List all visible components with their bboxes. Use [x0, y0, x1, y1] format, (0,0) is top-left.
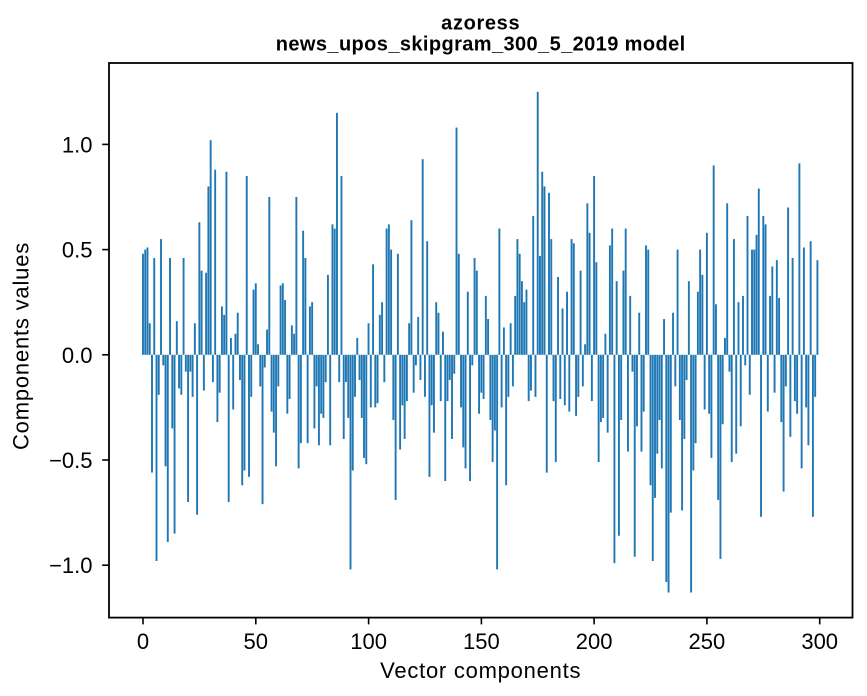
svg-text:300: 300 — [801, 629, 838, 654]
svg-text:0.0: 0.0 — [62, 343, 93, 368]
svg-text:100: 100 — [350, 629, 387, 654]
svg-text:news_upos_skipgram_300_5_2019: news_upos_skipgram_300_5_2019 model — [276, 34, 686, 56]
svg-text:0: 0 — [137, 629, 149, 654]
svg-text:0.5: 0.5 — [62, 238, 93, 263]
svg-text:1.0: 1.0 — [62, 132, 93, 157]
svg-text:250: 250 — [689, 629, 726, 654]
svg-text:Components values: Components values — [9, 242, 34, 450]
svg-text:azoress: azoress — [441, 13, 520, 35]
svg-text:50: 50 — [244, 629, 268, 654]
svg-text:Vector components: Vector components — [380, 658, 581, 683]
svg-text:−0.5: −0.5 — [49, 448, 92, 473]
svg-text:150: 150 — [463, 629, 500, 654]
svg-text:200: 200 — [576, 629, 613, 654]
svg-text:−1.0: −1.0 — [49, 553, 92, 578]
